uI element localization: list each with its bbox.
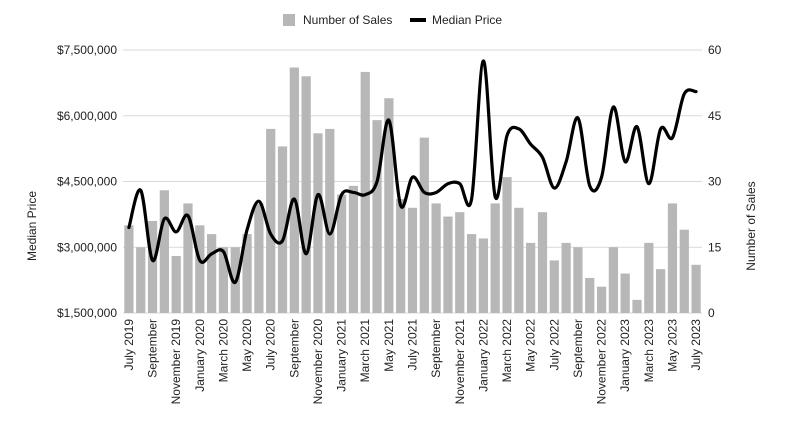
median-price-line-group bbox=[127, 59, 698, 284]
legend: Number of Sales Median Price bbox=[283, 13, 502, 27]
x-tick-label: November 2021 bbox=[453, 319, 467, 405]
right-tick-label: 45 bbox=[708, 109, 722, 123]
x-tick-label: September bbox=[571, 319, 585, 378]
left-tick-label: $1,500,000 bbox=[57, 306, 117, 320]
bar bbox=[679, 229, 689, 313]
bar bbox=[384, 98, 394, 313]
bar bbox=[419, 137, 429, 313]
x-tick-label: January 2021 bbox=[335, 319, 349, 392]
bar bbox=[254, 203, 264, 313]
bar bbox=[195, 225, 205, 313]
x-tick-label: May 2021 bbox=[382, 319, 396, 372]
bars-number-of-sales bbox=[124, 67, 701, 314]
bar bbox=[431, 203, 441, 313]
bar bbox=[207, 234, 217, 313]
bar bbox=[171, 256, 181, 313]
right-tick-label: 30 bbox=[708, 175, 722, 189]
legend-swatch-number-of-sales bbox=[283, 14, 295, 26]
bar bbox=[183, 203, 193, 313]
x-tick-label: January 2023 bbox=[618, 319, 632, 392]
left-tick-label: $4,500,000 bbox=[57, 175, 117, 189]
x-tick-label: July 2020 bbox=[264, 319, 278, 371]
x-tick-label: January 2020 bbox=[193, 319, 207, 392]
right-axis-ticks: 0 15 30 45 60 bbox=[708, 43, 722, 320]
bar bbox=[490, 203, 500, 313]
bar bbox=[348, 185, 359, 313]
x-tick-label: May 2020 bbox=[240, 319, 254, 372]
left-axis-ticks: $1,500,000 $3,000,000 $4,500,000 $6,000,000… bbox=[57, 43, 117, 320]
bar bbox=[526, 242, 536, 313]
bar bbox=[585, 277, 595, 313]
bar bbox=[691, 264, 701, 313]
legend-label-median-price: Median Price bbox=[432, 13, 502, 27]
bar bbox=[313, 133, 323, 313]
bar bbox=[667, 203, 678, 313]
bar bbox=[455, 212, 465, 313]
bar bbox=[596, 286, 607, 313]
bar bbox=[573, 247, 583, 313]
bar bbox=[656, 269, 666, 313]
x-tick-label: July 2023 bbox=[689, 319, 703, 371]
bar bbox=[266, 128, 276, 313]
x-tick-label: July 2022 bbox=[547, 319, 561, 371]
x-tick-label: November 2019 bbox=[169, 319, 183, 405]
left-tick-label: $3,000,000 bbox=[57, 240, 117, 254]
bar bbox=[242, 234, 252, 313]
bar bbox=[336, 194, 347, 313]
bar bbox=[620, 273, 630, 313]
bar bbox=[632, 299, 642, 313]
x-tick-label: July 2019 bbox=[122, 319, 136, 371]
bar bbox=[407, 207, 418, 313]
bar bbox=[514, 207, 524, 313]
bar bbox=[289, 67, 299, 314]
bar bbox=[502, 177, 512, 313]
x-tick-label: September bbox=[146, 319, 160, 378]
bar bbox=[478, 238, 489, 313]
left-axis-title: Median Price bbox=[25, 191, 39, 261]
bar bbox=[325, 128, 335, 313]
bar bbox=[644, 242, 654, 313]
left-tick-label: $7,500,000 bbox=[57, 43, 117, 57]
bar bbox=[218, 247, 229, 313]
legend-swatch-median-price bbox=[410, 18, 426, 22]
bar bbox=[443, 216, 453, 313]
bar bbox=[466, 234, 477, 313]
x-tick-label: January 2022 bbox=[476, 319, 490, 392]
bar bbox=[360, 71, 370, 314]
bar bbox=[159, 190, 169, 313]
legend-label-number-of-sales: Number of Sales bbox=[303, 13, 392, 27]
bar bbox=[147, 220, 158, 313]
bar bbox=[608, 247, 618, 313]
bar bbox=[372, 120, 382, 313]
bar bbox=[396, 199, 406, 313]
x-tick-label: May 2022 bbox=[524, 319, 538, 372]
x-tick-label: November 2020 bbox=[311, 319, 325, 405]
axes: $1,500,000 $3,000,000 $4,500,000 $6,000,000… bbox=[25, 43, 758, 404]
bar bbox=[124, 225, 134, 313]
right-tick-label: 15 bbox=[708, 240, 722, 254]
x-tick-label: March 2020 bbox=[216, 319, 230, 383]
left-tick-label: $6,000,000 bbox=[57, 109, 117, 123]
x-tick-label: September bbox=[287, 319, 301, 378]
median-price-line bbox=[127, 59, 698, 284]
x-tick-label: July 2021 bbox=[406, 319, 420, 371]
x-tick-label: September bbox=[429, 319, 443, 378]
bar bbox=[301, 76, 311, 313]
bar bbox=[537, 212, 548, 313]
right-axis-title: Number of Sales bbox=[744, 181, 758, 270]
bar bbox=[277, 146, 288, 313]
x-tick-label: May 2023 bbox=[665, 319, 679, 372]
x-tick-label: March 2022 bbox=[500, 319, 514, 383]
bar bbox=[561, 242, 571, 313]
right-tick-label: 0 bbox=[708, 306, 715, 320]
bar bbox=[136, 247, 146, 313]
x-tick-label: November 2022 bbox=[595, 319, 609, 405]
right-tick-label: 60 bbox=[708, 43, 722, 57]
bar bbox=[549, 260, 559, 313]
x-axis-ticks: July 2019 September November 2019 January 2… bbox=[122, 319, 703, 405]
x-tick-label: March 2023 bbox=[642, 319, 656, 383]
x-tick-label: March 2021 bbox=[358, 319, 372, 383]
